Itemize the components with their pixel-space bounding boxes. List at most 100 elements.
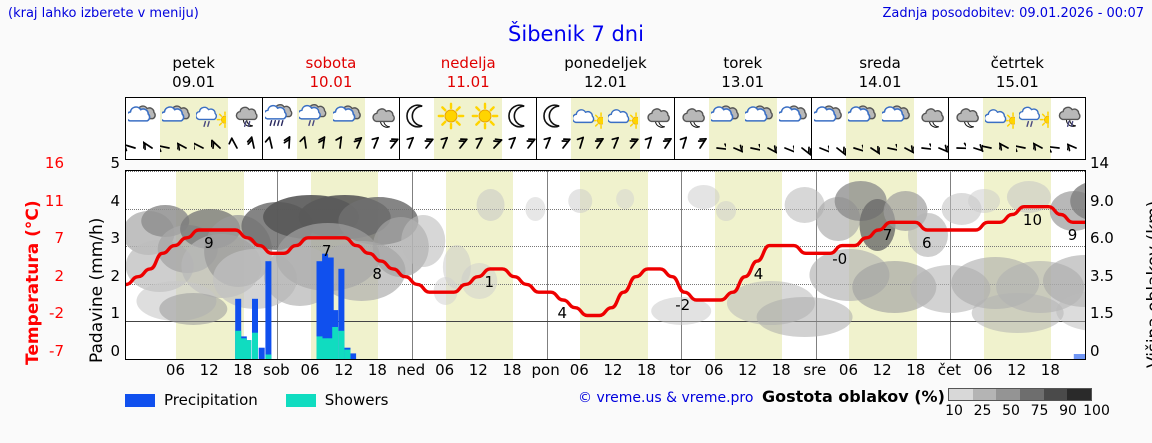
cloud-rain-icon <box>263 101 295 131</box>
cloud-density-swatch-1 <box>972 389 997 400</box>
day-name: torek <box>723 54 763 72</box>
moon-cloud-rain-icon <box>230 101 260 131</box>
wind-barb <box>174 135 194 161</box>
icon-slot <box>228 98 262 135</box>
temperature-value-label-8: 7 <box>882 226 893 245</box>
wind-barb <box>434 135 451 161</box>
temperature-tick-3: 2 <box>54 266 64 285</box>
wind-barb <box>297 135 314 161</box>
temperature-value-label-5: -2 <box>675 296 691 315</box>
icon-day-column-6 <box>949 98 1085 159</box>
cloud-density-tick-0: 10 <box>945 403 963 419</box>
wind-barb <box>675 135 692 161</box>
day-separator <box>681 171 683 359</box>
moon-cloud-icon <box>916 101 946 131</box>
wind-barb <box>502 135 519 161</box>
cloud-density-scale-labels: 10 25 50 75 90 100 <box>944 403 1110 421</box>
wind-barb <box>931 135 951 161</box>
precipitation-bar <box>327 257 334 359</box>
wind-barb <box>156 135 177 161</box>
icon-slot <box>125 98 160 135</box>
cloud-height-tick-0: 14 <box>1090 154 1110 172</box>
location-menu-note[interactable]: (kraj lahko izberete v meniju) <box>8 6 199 21</box>
temperature-tick-0: 16 <box>44 154 64 172</box>
cloudy-icon <box>742 101 775 131</box>
wind-barb <box>365 135 382 161</box>
temperature-curve <box>126 205 1085 318</box>
precipitation-bar <box>235 298 242 359</box>
cloud-density-tick-3: 75 <box>1030 403 1049 419</box>
shower-bar <box>245 340 252 359</box>
copyright-label[interactable]: © vreme.us & vreme.pro <box>578 390 754 406</box>
time-tick-5: 12 <box>334 361 354 379</box>
day-name: nedelja <box>440 54 496 72</box>
wind-barb <box>760 135 779 161</box>
gridline <box>126 208 1085 210</box>
wind-barb <box>588 135 605 161</box>
daylight-band <box>571 98 640 159</box>
time-tick-14: 18 <box>637 361 657 379</box>
gridline <box>126 283 1085 285</box>
cloud-density-tick-5: 100 <box>1083 403 1110 419</box>
icon-slot <box>776 98 811 135</box>
time-tick-13: 12 <box>603 361 623 379</box>
icon-slot <box>949 98 983 135</box>
temperature-tick-2: 7 <box>54 229 64 248</box>
cloud-height-tick-4: 1.5 <box>1090 304 1114 323</box>
precipitation-legend-label: Precipitation <box>164 391 258 409</box>
page-title: Šibenik 7 dni <box>508 22 644 46</box>
wind-barb <box>657 135 674 161</box>
temperature-value-label-9: 6 <box>921 234 932 253</box>
sun-cloud-rain-icon <box>195 101 234 131</box>
day-date: 14.01 <box>858 73 902 91</box>
wind-barb <box>123 135 143 161</box>
wind-barb <box>997 135 1017 161</box>
icon-slot <box>194 98 234 135</box>
icon-day-column-4 <box>675 98 812 159</box>
icon-slot <box>983 98 1022 135</box>
icon-slot <box>159 98 194 135</box>
precipitation-bar <box>1073 354 1085 359</box>
time-tick-22: 18 <box>906 361 926 379</box>
icon-slot <box>1051 98 1085 135</box>
icon-slot <box>571 98 610 135</box>
icon-slot <box>708 98 743 135</box>
moon-icon <box>402 101 432 131</box>
cloud-height-tick-2: 6.0 <box>1090 229 1114 248</box>
wind-barb <box>692 135 709 161</box>
precipitation-legend: Precipitation Showers <box>125 388 416 412</box>
time-tick-2: 18 <box>233 361 253 379</box>
icon-day-column-1 <box>263 98 401 161</box>
temperature-tick-1: 11 <box>44 191 64 210</box>
time-tick-20: 06 <box>838 361 858 379</box>
cloud-density-swatch-0 <box>949 389 973 400</box>
day-name: sreda <box>859 54 901 72</box>
day-header-0: petek 09.01 <box>125 54 262 94</box>
time-tick-9: 12 <box>468 361 488 379</box>
wind-barb <box>777 135 797 161</box>
day-separator <box>546 171 548 359</box>
shower-bar <box>344 349 351 359</box>
day-header-3: ponedeljek 12.01 <box>537 54 674 94</box>
time-tick-15: tor <box>669 361 691 379</box>
precipitation-swatch <box>125 393 155 407</box>
wind-barb <box>1065 135 1085 161</box>
icon-slot <box>263 98 297 135</box>
cloudy-icon <box>811 101 844 131</box>
wind-barb <box>191 135 211 161</box>
wind-barb <box>812 135 832 161</box>
moon-icon <box>539 101 569 131</box>
wind-barb <box>863 135 882 161</box>
precipitation-bar <box>322 253 329 359</box>
wind-barb <box>245 135 262 161</box>
cloudy-icon <box>330 101 363 131</box>
day-date: 13.01 <box>721 73 765 91</box>
time-tick-26: 18 <box>1040 361 1060 379</box>
wind-barb <box>949 135 970 161</box>
time-tick-11: pon <box>531 361 560 379</box>
icon-day-column-5 <box>811 98 951 161</box>
precipitation-bar <box>316 261 323 359</box>
wind-barb <box>1031 135 1051 161</box>
shower-bar <box>240 338 247 359</box>
